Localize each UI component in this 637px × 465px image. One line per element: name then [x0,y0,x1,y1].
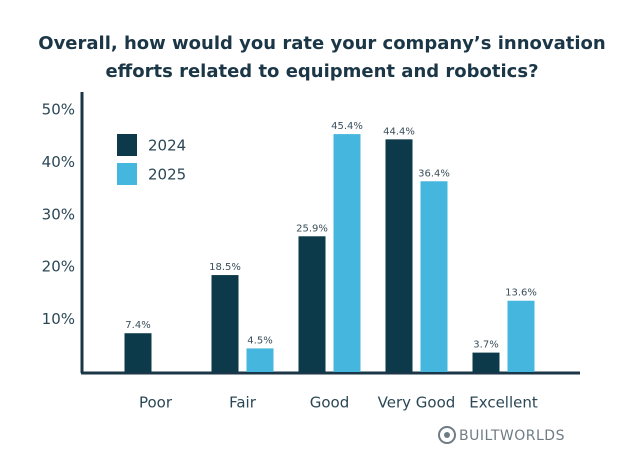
legend-swatch [117,163,137,185]
bar [385,139,413,372]
bar [298,236,326,372]
y-tick-label: 30% [42,205,75,223]
x-tick-label: Poor [139,394,173,412]
value-label: 13.6% [505,288,537,299]
x-tick-label: Fair [229,394,257,412]
x-tick-label: Good [310,394,350,412]
bar [246,348,274,372]
value-label: 3.7% [473,340,498,351]
x-tick-label: Excellent [469,394,538,412]
bar [420,181,448,372]
chart-title: efforts related to equipment and robotic… [105,61,538,82]
bar [333,134,361,372]
chart-title: Overall, how would you rate your company… [38,33,605,54]
value-label: 44.4% [383,126,415,137]
legend-swatch [117,134,137,156]
y-tick-label: 50% [42,101,75,119]
logo-icon [438,426,456,444]
brand-name: BUILTWORLDS [459,428,565,444]
bar [507,300,535,372]
logo-icon [444,432,450,438]
value-label: 4.5% [247,335,272,346]
legend-label: 2024 [148,137,186,155]
value-label: 7.4% [125,320,150,331]
value-label: 25.9% [296,223,328,234]
value-label: 45.4% [331,121,363,132]
bar [211,275,239,372]
value-label: 36.4% [418,168,450,179]
y-tick-label: 10% [42,310,75,328]
bar [472,352,500,372]
brand-logo: BUILTWORLDS [438,426,565,444]
x-tick-label: Very Good [378,394,456,412]
value-label: 18.5% [209,262,241,273]
bar [124,333,152,372]
legend-label: 2025 [148,166,186,184]
y-tick-label: 20% [42,258,75,276]
y-tick-label: 40% [42,153,75,171]
